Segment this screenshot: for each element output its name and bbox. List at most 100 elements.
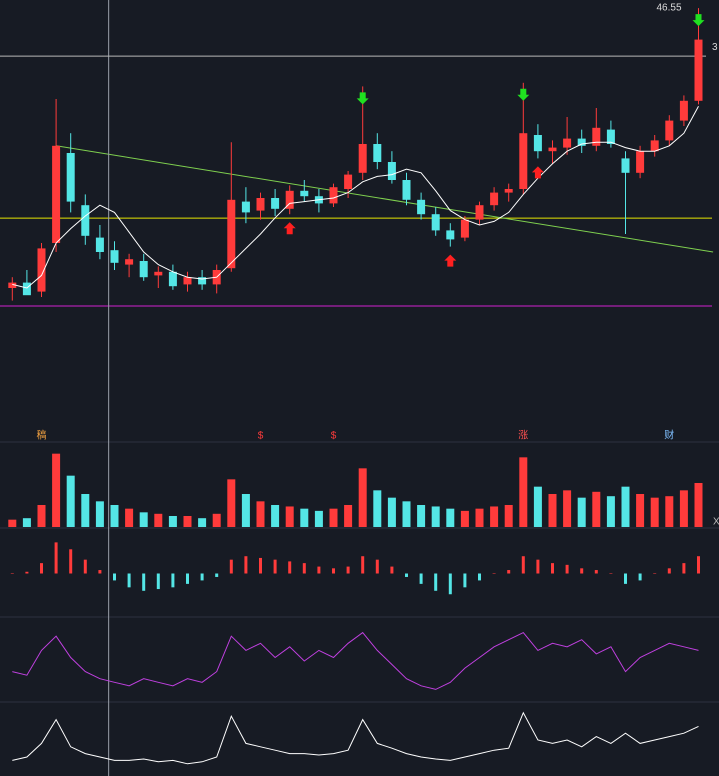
volume-bar xyxy=(475,508,484,527)
volume-bar xyxy=(314,510,323,527)
macd-bar xyxy=(215,573,219,577)
sell-arrow xyxy=(692,14,705,27)
volume-bar xyxy=(300,508,309,527)
candle-body xyxy=(227,199,236,269)
macd-bar xyxy=(69,549,73,574)
volume-bar xyxy=(431,506,440,527)
volume-bar xyxy=(110,505,119,527)
macd-bar xyxy=(390,566,394,574)
macd-bar xyxy=(259,557,262,574)
candle-body xyxy=(533,135,542,152)
crosshair-label: 3 xyxy=(712,42,718,53)
candle-body xyxy=(168,271,177,287)
volume-bar xyxy=(446,508,455,527)
macd-bar xyxy=(83,559,87,574)
volume-bar xyxy=(8,519,17,527)
macd-bar xyxy=(302,563,306,574)
candle-body xyxy=(665,120,674,141)
candle-body xyxy=(519,133,528,189)
macd-bar xyxy=(419,573,423,584)
candle-body xyxy=(563,138,572,148)
candle-body xyxy=(95,237,104,252)
volume-bar xyxy=(241,494,250,527)
volume-bar xyxy=(168,516,177,527)
volume-bar xyxy=(621,486,630,527)
candle-body xyxy=(387,162,396,180)
buy-arrow xyxy=(444,254,457,267)
volume-bar xyxy=(125,508,134,527)
ma-line xyxy=(12,105,699,289)
macd-bar xyxy=(653,573,657,574)
macd-bar xyxy=(10,573,14,574)
volume-bar xyxy=(271,505,280,527)
macd-bar xyxy=(478,573,481,581)
volume-bar xyxy=(665,496,674,527)
macd-bar xyxy=(288,561,292,574)
candle-body xyxy=(446,230,455,240)
macd-bar xyxy=(273,559,277,574)
candle-body xyxy=(81,205,90,236)
volume-bar xyxy=(373,490,382,527)
volume-bar xyxy=(227,479,236,527)
event-marker: 稿 xyxy=(37,429,47,442)
macd-bar xyxy=(40,563,43,574)
candle-body xyxy=(373,144,382,162)
candle-body xyxy=(154,271,163,276)
candle-body xyxy=(241,201,250,213)
candle-body xyxy=(285,190,294,209)
macd-bar xyxy=(25,571,29,574)
candle-body xyxy=(300,190,309,197)
trend-line xyxy=(56,145,714,253)
volume-bar xyxy=(66,475,75,527)
volume-bar xyxy=(417,505,426,527)
macd-bar xyxy=(492,573,496,574)
volume-bar xyxy=(387,497,396,527)
volume-bar xyxy=(198,518,207,527)
volume-bar xyxy=(679,490,688,527)
macd-bar xyxy=(361,556,365,574)
macd-bar xyxy=(346,566,350,574)
volume-bar xyxy=(504,505,513,527)
macd-bar xyxy=(54,542,58,574)
macd-bar xyxy=(127,573,131,588)
macd-bar xyxy=(551,563,554,574)
volume-bar xyxy=(52,453,61,527)
macd-bar xyxy=(638,573,642,581)
candle-body xyxy=(636,151,645,173)
macd-bar xyxy=(463,573,467,588)
candle-body xyxy=(52,145,61,243)
volume-bar xyxy=(694,483,703,527)
volume-bar xyxy=(519,457,528,527)
candle-body xyxy=(417,199,426,215)
event-marker: $ xyxy=(331,431,337,442)
candle-body xyxy=(22,282,31,296)
volume-bar xyxy=(650,497,659,527)
macd-bar xyxy=(682,563,686,574)
macd-bar xyxy=(113,573,116,581)
volume-bar xyxy=(285,506,294,527)
candle-body xyxy=(329,187,338,204)
macd-bar xyxy=(244,556,248,574)
event-marker: 财 xyxy=(664,429,674,442)
candle-body xyxy=(256,198,265,211)
macd-bar xyxy=(609,573,613,574)
candle-body xyxy=(548,147,557,152)
candle-body xyxy=(650,140,659,152)
macd-bar xyxy=(200,573,204,581)
event-marker: $ xyxy=(258,431,264,442)
volume-bar xyxy=(37,505,46,527)
volume-bar xyxy=(490,506,499,527)
macd-bar xyxy=(142,573,146,591)
macd-bar xyxy=(332,568,335,574)
event-marker: 涨 xyxy=(518,430,528,442)
osc-line xyxy=(12,711,699,765)
candle-body xyxy=(504,189,513,193)
macd-bar xyxy=(521,556,525,574)
volume-bar xyxy=(606,496,615,527)
candle-body xyxy=(460,219,469,238)
candle-body xyxy=(271,198,280,209)
macd-bar xyxy=(624,573,627,584)
candle-body xyxy=(621,158,630,173)
volume-bar xyxy=(344,505,353,527)
candle-body xyxy=(8,282,17,288)
